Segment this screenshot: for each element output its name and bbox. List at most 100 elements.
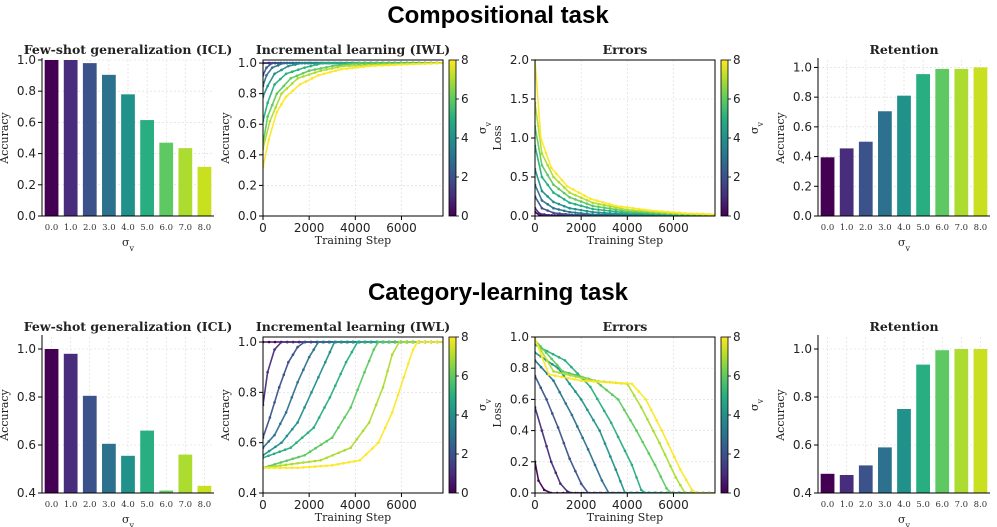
- series-marker-sigma-8: [284, 95, 288, 99]
- colorbar-label: σv: [748, 399, 765, 412]
- series-marker-sigma-7: [574, 375, 578, 378]
- x-tick-label: 3.0: [102, 500, 116, 510]
- series-marker-sigma-5: [323, 406, 326, 409]
- series-marker-sigma-5: [585, 206, 589, 209]
- x-tick-label: 4000: [612, 498, 643, 512]
- series-marker-sigma-2: [270, 61, 274, 65]
- x-axis-label: Training Step: [587, 234, 663, 247]
- y-axis-label: Loss: [491, 402, 504, 428]
- series-marker-sigma-6: [382, 340, 386, 344]
- series-marker-sigma-1: [286, 340, 289, 344]
- series-marker-sigma-8: [626, 206, 629, 209]
- series-marker-sigma-3: [307, 355, 311, 359]
- series-marker-sigma-4: [290, 427, 294, 431]
- series-marker-sigma-7: [658, 441, 661, 445]
- series-line-sigma-7: [263, 62, 443, 149]
- y-axis-label: Accuracy: [219, 388, 232, 441]
- series-marker-sigma-3: [552, 206, 555, 210]
- series-marker-sigma-6: [591, 204, 594, 208]
- y-axis-label: Accuracy: [219, 111, 232, 164]
- series-marker-sigma-2: [546, 209, 549, 212]
- y-tick-label: 1.0: [17, 53, 36, 67]
- series-marker-sigma-8: [672, 455, 676, 458]
- series-marker-sigma-8: [707, 212, 711, 216]
- y-tick-label: 0.0: [793, 209, 812, 223]
- series-marker-sigma-5: [362, 340, 366, 344]
- series-marker-sigma-8: [423, 62, 427, 66]
- series-marker-sigma-8: [679, 468, 682, 471]
- series-marker-sigma-2: [282, 373, 286, 377]
- series-marker-sigma-8: [560, 375, 564, 379]
- bar-8.0: [197, 166, 212, 216]
- series-marker-sigma-7: [631, 208, 635, 212]
- series-marker-sigma-3: [562, 209, 566, 213]
- series-marker-sigma-6: [620, 209, 623, 212]
- series-marker-sigma-4: [592, 418, 595, 422]
- y-axis-label: Accuracy: [0, 388, 11, 441]
- series-marker-sigma-8: [429, 62, 433, 65]
- series-marker-sigma-7: [325, 68, 328, 71]
- y-tick-label: 1.5: [510, 92, 529, 106]
- series-marker-sigma-8: [377, 441, 380, 444]
- series-line-sigma-5: [263, 62, 443, 122]
- series-marker-sigma-5: [616, 435, 620, 439]
- series-marker-sigma-8: [334, 69, 337, 73]
- series-marker-sigma-3: [265, 73, 268, 77]
- series-marker-sigma-8: [313, 465, 317, 468]
- colorbar: [720, 59, 729, 217]
- series-marker-sigma-6: [364, 61, 368, 65]
- x-tick-label: 1.0: [840, 223, 854, 233]
- series-marker-sigma-5: [309, 64, 312, 68]
- y-tick-label: 0.5: [510, 170, 529, 184]
- series-line-sigma-6: [535, 339, 715, 493]
- series-marker-sigma-8: [614, 204, 618, 208]
- series-marker-sigma-8: [362, 65, 365, 69]
- series-marker-sigma-7: [313, 71, 317, 74]
- x-tick-label: 0: [259, 498, 267, 512]
- series-marker-sigma-5: [315, 63, 319, 66]
- series-marker-sigma-7: [632, 394, 636, 397]
- x-tick-label: 7.0: [179, 223, 193, 233]
- series-marker-sigma-6: [599, 384, 603, 387]
- series-marker-sigma-1: [553, 213, 557, 216]
- series-marker-sigma-7: [557, 180, 561, 184]
- series-marker-sigma-3: [585, 212, 589, 216]
- x-tick-label: 2000: [566, 221, 597, 235]
- colorbar-tick-label: 6: [461, 369, 469, 383]
- series-line-sigma-7: [535, 339, 715, 493]
- series-marker-sigma-2: [579, 482, 583, 485]
- series-marker-sigma-7: [626, 208, 629, 212]
- series-marker-sigma-7: [546, 359, 549, 363]
- series-marker-sigma-6: [616, 398, 620, 401]
- series-marker-sigma-5: [350, 350, 354, 354]
- x-tick-label: 6000: [386, 221, 417, 235]
- series-marker-sigma-3: [267, 440, 271, 443]
- series-marker-sigma-5: [630, 463, 634, 467]
- series-marker-sigma-7: [280, 92, 283, 95]
- series-marker-sigma-6: [388, 340, 392, 344]
- colorbar-tick-label: 2: [461, 170, 469, 184]
- series-marker-sigma-2: [564, 212, 568, 216]
- series-marker-sigma-6: [557, 187, 561, 191]
- series-marker-sigma-4: [280, 68, 283, 72]
- series-marker-sigma-5: [289, 446, 292, 450]
- series-marker-sigma-6: [597, 205, 600, 209]
- series-marker-sigma-8: [291, 89, 295, 92]
- series-marker-sigma-3: [270, 66, 274, 69]
- series-marker-sigma-5: [283, 448, 287, 452]
- axes-frame: [534, 336, 716, 494]
- colorbar-label: σv: [476, 399, 493, 412]
- series-marker-sigma-6: [291, 457, 294, 461]
- series-marker-sigma-4: [303, 406, 306, 409]
- colorbar: [448, 336, 457, 494]
- series-marker-sigma-6: [552, 183, 555, 187]
- series-marker-sigma-4: [557, 202, 561, 206]
- y-tick-label: 0.6: [238, 436, 257, 450]
- series-marker-sigma-6: [614, 208, 618, 211]
- series-marker-sigma-2: [265, 66, 268, 69]
- series-marker-sigma-8: [317, 73, 320, 77]
- x-tick-label: 8.0: [198, 223, 212, 233]
- series-marker-sigma-4: [546, 195, 549, 198]
- series-marker-sigma-7: [284, 463, 288, 467]
